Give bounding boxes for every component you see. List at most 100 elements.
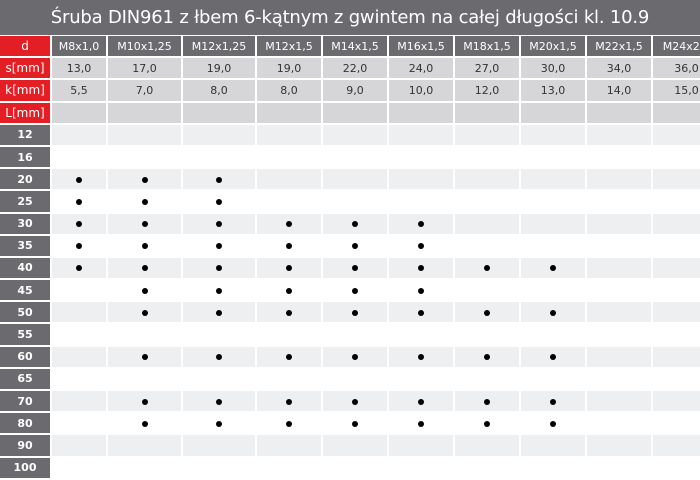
table-cell (653, 169, 700, 190)
dot-icon (418, 265, 424, 272)
length-label: 50 (0, 302, 50, 323)
table-cell (183, 213, 255, 234)
dot-icon (76, 243, 82, 250)
dot-icon (141, 287, 148, 294)
length-label: 45 (0, 280, 50, 301)
table-cell (653, 457, 700, 478)
table-cell (653, 302, 700, 323)
table-cell (587, 324, 651, 345)
dot-icon (216, 354, 222, 361)
table-cell (389, 191, 453, 212)
table-cell: M12x1,25 (183, 36, 255, 57)
table-row: 55 (0, 324, 700, 345)
length-label: 16 (0, 146, 50, 168)
table-cell (257, 413, 321, 434)
table-cell (52, 213, 106, 234)
table-row: 16 (0, 146, 700, 168)
table-cell (257, 280, 321, 301)
table-cell (323, 280, 387, 301)
table-cell (587, 146, 651, 168)
table-cell (257, 302, 321, 323)
dot-icon (484, 309, 490, 316)
table-row: 12 (0, 124, 700, 145)
dot-icon (418, 287, 424, 294)
table-cell (52, 435, 106, 456)
table-row: 40 (0, 257, 700, 279)
length-label: 60 (0, 346, 50, 367)
dot-icon (286, 221, 292, 228)
table-cell (389, 413, 453, 434)
table-cell (587, 213, 651, 234)
table-cell (108, 124, 181, 145)
dot-icon (286, 243, 292, 250)
table-row: 80 (0, 413, 700, 434)
k-label: k[mm] (0, 80, 50, 101)
table-cell (455, 235, 519, 256)
bolt-size-table: d M8x1,0 M10x1,25 M12x1,25 M12x1,5 M14x1,5 M16… (0, 34, 700, 480)
table-cell (389, 346, 453, 367)
table-cell (455, 169, 519, 190)
table-cell (323, 413, 387, 434)
table-cell: 12,0 (455, 80, 519, 101)
dot-icon (418, 309, 424, 316)
table-cell (455, 457, 519, 478)
length-label: 30 (0, 213, 50, 234)
dot-icon (141, 221, 148, 228)
table-row: 100 (0, 457, 700, 478)
dot-icon (286, 265, 292, 272)
table-cell (257, 257, 321, 279)
table-cell (587, 302, 651, 323)
dot-icon (550, 420, 556, 427)
table-cell: M24x2,0 (653, 36, 700, 57)
table-cell (52, 413, 106, 434)
table-cell (521, 257, 585, 279)
dot-icon (418, 398, 424, 405)
table-cell (183, 324, 255, 345)
length-label: 90 (0, 435, 50, 456)
table-cell (108, 391, 181, 412)
table-cell (183, 457, 255, 478)
dot-icon (141, 420, 148, 427)
table-cell (653, 435, 700, 456)
table-cell (108, 169, 181, 190)
table-cell: M18x1,5 (455, 36, 519, 57)
dot-icon (141, 176, 148, 183)
length-label: 70 (0, 391, 50, 412)
table-cell (389, 435, 453, 456)
dot-icon (484, 420, 490, 427)
dot-icon (76, 198, 82, 205)
table-cell (108, 302, 181, 323)
table-cell (587, 435, 651, 456)
length-label: 80 (0, 413, 50, 434)
dot-icon (550, 354, 556, 361)
table-cell (389, 169, 453, 190)
table-cell (323, 257, 387, 279)
table-cell (521, 169, 585, 190)
dot-icon (352, 354, 358, 361)
dot-icon (141, 198, 148, 205)
table-cell (323, 191, 387, 212)
table-cell (183, 302, 255, 323)
table-cell (257, 435, 321, 456)
table-cell (52, 146, 106, 168)
dot-icon (352, 287, 358, 294)
head-height-row: k[mm] 5,5 7,0 8,0 8,0 9,0 10,0 12,0 13,0 14,0 15,0 (0, 80, 700, 101)
dot-icon (352, 420, 358, 427)
dot-icon (550, 398, 556, 405)
table-cell (323, 435, 387, 456)
table-cell (108, 102, 181, 123)
dot-icon (141, 243, 148, 250)
table-cell (52, 235, 106, 256)
table-cell (108, 191, 181, 212)
dot-icon (216, 420, 222, 427)
dot-icon (286, 309, 292, 316)
table-cell (455, 191, 519, 212)
table-cell: 8,0 (257, 80, 321, 101)
dot-icon (286, 354, 292, 361)
dot-icon (352, 398, 358, 405)
table-cell (323, 102, 387, 123)
dot-icon (484, 398, 490, 405)
table-cell (52, 368, 106, 389)
table-cell: 10,0 (389, 80, 453, 101)
table-cell (587, 391, 651, 412)
